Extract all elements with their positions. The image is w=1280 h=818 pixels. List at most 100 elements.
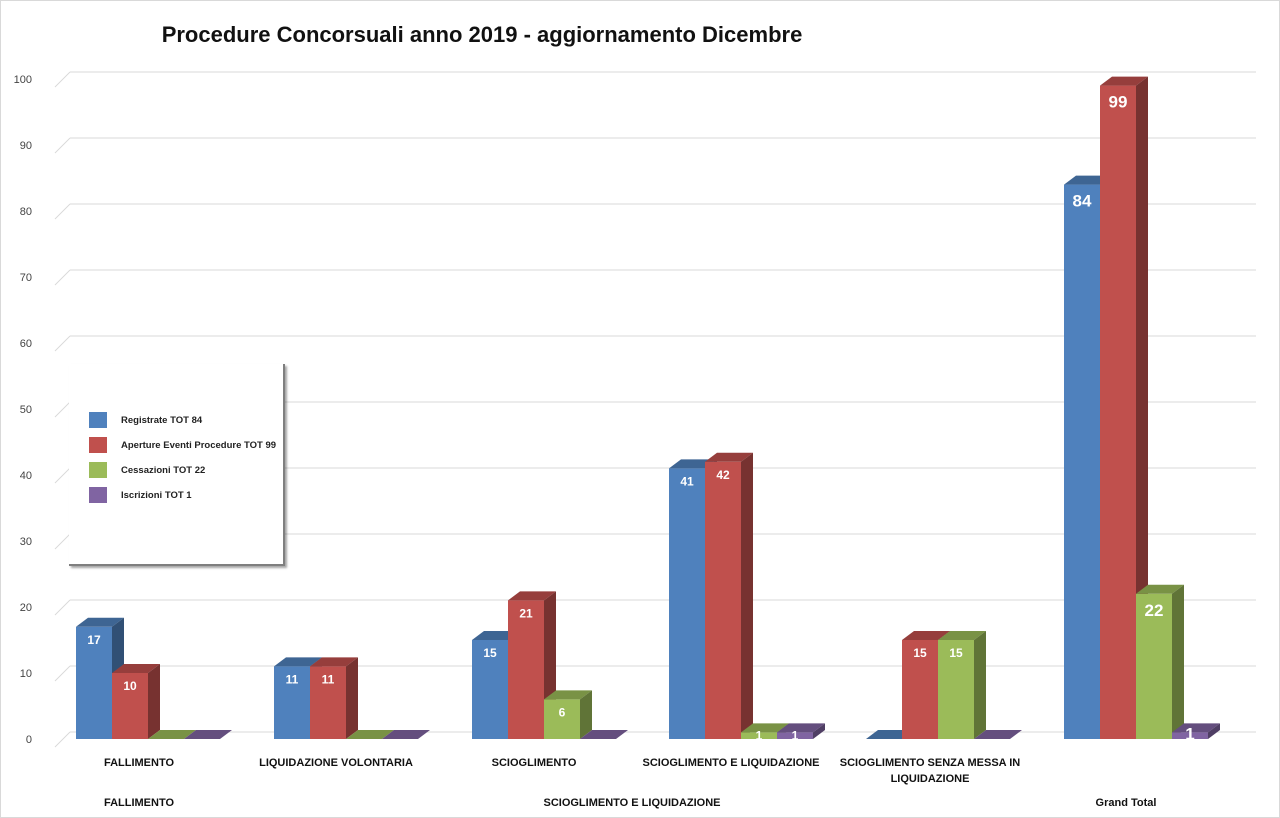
bar: 1 bbox=[777, 723, 825, 742]
bar-front bbox=[902, 640, 938, 739]
data-label: 99 bbox=[1109, 93, 1128, 112]
grid-line-depth bbox=[54, 533, 71, 550]
y-tick-label: 50 bbox=[20, 404, 32, 416]
data-label: 17 bbox=[87, 633, 101, 647]
bar-top bbox=[148, 730, 196, 739]
legend-swatch bbox=[89, 412, 107, 428]
data-label: 42 bbox=[716, 468, 730, 482]
legend-label: Aperture Eventi Procedure TOT 99 bbox=[121, 439, 277, 451]
bar-front bbox=[741, 732, 777, 739]
bar-top bbox=[1136, 584, 1184, 594]
group-label: SCIOGLIMENTO E LIQUIDAZIONE bbox=[543, 797, 720, 809]
bar-front bbox=[508, 600, 544, 739]
y-tick-label: 40 bbox=[20, 470, 32, 482]
bar-front bbox=[76, 626, 112, 739]
y-tick-label: 0 bbox=[26, 734, 32, 746]
bar-top bbox=[346, 730, 394, 739]
bar-top bbox=[112, 664, 160, 673]
grid-line-depth bbox=[54, 467, 71, 484]
data-label: 84 bbox=[1073, 192, 1092, 211]
bar bbox=[148, 730, 196, 739]
bar-front bbox=[1100, 85, 1136, 740]
data-label: 22 bbox=[1145, 601, 1164, 620]
legend: Registrate TOT 84 Aperture Eventi Proced… bbox=[69, 364, 285, 566]
grid-line-depth bbox=[54, 599, 71, 616]
bar: 15 bbox=[938, 631, 986, 739]
grid-line-depth bbox=[54, 137, 71, 154]
data-label: 15 bbox=[913, 646, 927, 660]
bar-front bbox=[1136, 593, 1172, 739]
bar-front bbox=[310, 666, 346, 739]
y-tick-label: 70 bbox=[20, 272, 32, 284]
bar-side bbox=[346, 657, 358, 739]
y-tick-label: 20 bbox=[20, 602, 32, 614]
bar-top bbox=[580, 730, 628, 739]
category-label: LIQUIDAZIONE VOLONTARIA bbox=[259, 757, 413, 769]
bar bbox=[974, 730, 1022, 739]
bar: 1 bbox=[1172, 723, 1220, 743]
legend-item-aperture: Aperture Eventi Procedure TOT 99 bbox=[89, 437, 276, 453]
bar: 42 bbox=[705, 452, 753, 739]
bar-top bbox=[184, 730, 232, 739]
group-label: FALLIMENTO bbox=[104, 797, 175, 809]
bar-top bbox=[382, 730, 430, 739]
bar bbox=[580, 730, 628, 739]
legend-swatch bbox=[89, 437, 107, 453]
data-label: 1 bbox=[756, 728, 763, 742]
y-tick-label: 10 bbox=[20, 668, 32, 680]
bar-top bbox=[1172, 723, 1220, 733]
data-label: 1 bbox=[1185, 724, 1194, 743]
y-tick-label: 30 bbox=[20, 536, 32, 548]
bar: 6 bbox=[544, 690, 592, 739]
bar-side bbox=[974, 631, 986, 739]
bar bbox=[382, 730, 430, 739]
bar bbox=[184, 730, 232, 739]
bar-front bbox=[544, 699, 580, 739]
category-label: LIQUIDAZIONE bbox=[891, 773, 970, 785]
bar-top bbox=[76, 617, 124, 627]
bar: 10 bbox=[112, 664, 160, 739]
bar-front bbox=[274, 666, 310, 739]
grid-line-depth bbox=[54, 335, 71, 352]
bar-top bbox=[902, 631, 950, 640]
y-tick-label: 80 bbox=[20, 206, 32, 218]
bar-front bbox=[777, 732, 813, 739]
category-label: SCIOGLIMENTO bbox=[492, 757, 577, 769]
chart-title: Procedure Concorsuali anno 2019 - aggior… bbox=[162, 22, 803, 47]
bar-side bbox=[580, 690, 592, 739]
bar-front bbox=[472, 640, 508, 739]
legend-label: Registrate TOT 84 bbox=[121, 414, 203, 426]
bar: 99 bbox=[1100, 76, 1148, 740]
grid-line-depth bbox=[54, 731, 71, 748]
data-label: 15 bbox=[949, 646, 963, 660]
data-label: 11 bbox=[286, 672, 299, 686]
bar-front bbox=[669, 468, 705, 739]
bar-front bbox=[705, 461, 741, 739]
data-label: 21 bbox=[519, 606, 533, 620]
bar: 11 bbox=[310, 657, 358, 739]
legend-label: Cessazioni TOT 22 bbox=[121, 464, 206, 476]
grid-line-depth bbox=[54, 71, 71, 88]
legend-label: Iscrizioni TOT 1 bbox=[121, 489, 192, 501]
bar-top bbox=[974, 730, 1022, 739]
bar-side bbox=[1208, 723, 1220, 739]
group-label: Grand Total bbox=[1096, 797, 1157, 809]
x-axis-labels: FALLIMENTO LIQUIDAZIONE VOLONTARIA SCIOGLI… bbox=[104, 757, 1157, 809]
grid-line-depth bbox=[54, 665, 71, 682]
legend-swatch bbox=[89, 487, 107, 503]
category-label: SCIOGLIMENTO E LIQUIDAZIONE bbox=[642, 757, 819, 769]
data-label: 6 bbox=[559, 705, 566, 719]
bar-top bbox=[1100, 76, 1148, 86]
y-tick-label: 100 bbox=[14, 74, 32, 86]
bar-top bbox=[310, 657, 358, 667]
legend-item-registrate: Registrate TOT 84 bbox=[89, 412, 202, 428]
bar-top bbox=[544, 690, 592, 700]
y-axis: 0 10 20 30 40 50 60 70 80 90 100 bbox=[14, 74, 32, 746]
bar: 22 bbox=[1136, 584, 1184, 739]
bar-front bbox=[1172, 732, 1208, 739]
y-tick-label: 60 bbox=[20, 338, 32, 350]
grid-line-depth bbox=[54, 269, 71, 286]
legend-item-cessazioni: Cessazioni TOT 22 bbox=[89, 462, 205, 478]
